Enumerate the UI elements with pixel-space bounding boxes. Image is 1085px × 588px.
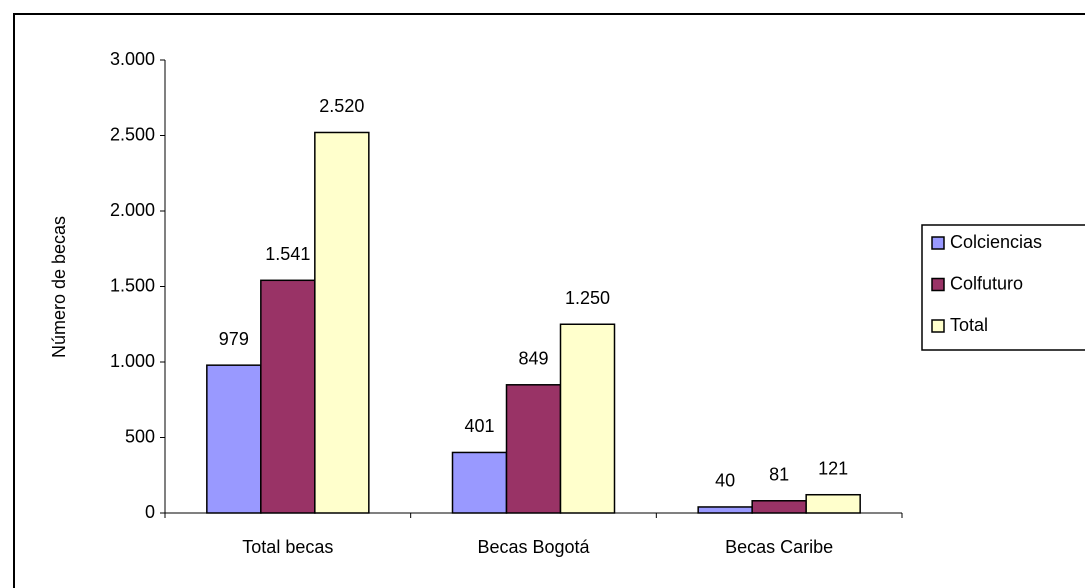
bar <box>206 364 262 514</box>
y-tick-label: 3.000 <box>110 49 155 69</box>
value-label: 121 <box>818 458 848 478</box>
value-label: 979 <box>219 329 249 349</box>
value-label: 81 <box>769 465 789 485</box>
bar <box>559 323 616 514</box>
y-tick-label: 2.000 <box>110 200 155 220</box>
legend-swatch <box>931 277 945 292</box>
bar <box>260 279 316 514</box>
value-label: 1.541 <box>265 244 310 264</box>
x-tick-label: Total becas <box>242 537 333 557</box>
value-label: 1.250 <box>565 288 610 308</box>
y-tick-label: 1.000 <box>110 351 155 371</box>
bar <box>751 500 807 514</box>
bar <box>314 131 370 514</box>
value-label: 40 <box>715 471 735 491</box>
bar <box>805 493 861 514</box>
legend-label: Colfuturo <box>950 273 1023 293</box>
y-tick-label: 2.500 <box>110 124 155 144</box>
y-tick-label: 1.500 <box>110 275 155 295</box>
value-label: 401 <box>464 416 494 436</box>
value-label: 849 <box>518 349 548 369</box>
bar <box>505 384 562 514</box>
legend-swatch <box>931 319 945 333</box>
x-tick-label: Becas Caribe <box>725 537 833 557</box>
y-tick-label: 0 <box>145 502 155 522</box>
bar <box>697 506 753 514</box>
legend-label: Total <box>950 315 988 335</box>
legend-box <box>921 224 1085 351</box>
legend-swatch <box>931 236 945 250</box>
value-label: 2.520 <box>319 96 364 116</box>
x-tick-label: Becas Bogotá <box>477 537 590 557</box>
y-tick-label: 500 <box>125 426 155 446</box>
legend-label: Colciencias <box>950 232 1042 252</box>
y-axis-label: Número de becas <box>49 216 69 358</box>
bar <box>451 451 508 514</box>
